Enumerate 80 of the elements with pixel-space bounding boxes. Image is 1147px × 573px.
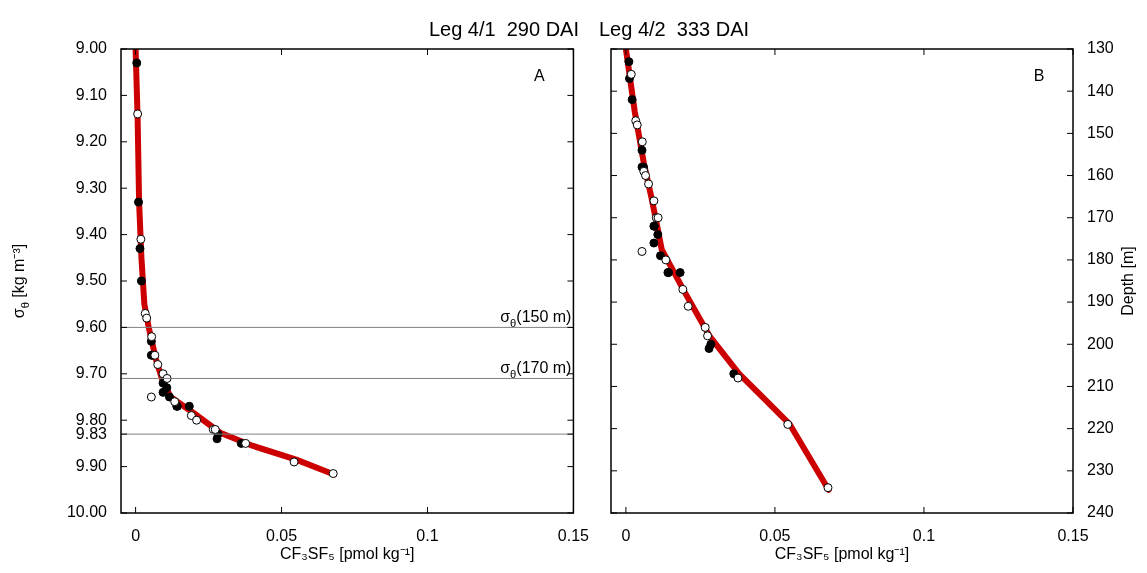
point xyxy=(135,244,145,254)
chart-title: Leg 4/1 290 DAI xyxy=(428,18,579,40)
point xyxy=(136,234,146,244)
point xyxy=(241,438,251,448)
point xyxy=(133,109,143,119)
point xyxy=(700,322,710,332)
point xyxy=(153,360,163,370)
point xyxy=(678,284,688,294)
point xyxy=(649,196,659,206)
point xyxy=(626,69,636,79)
chart-title: Leg 4/2 333 DAI xyxy=(599,18,750,40)
x-tick-label: 0.15 xyxy=(557,527,590,545)
point xyxy=(186,411,196,421)
point xyxy=(653,230,663,240)
point xyxy=(136,276,146,286)
y2-tick-label: 170 xyxy=(1087,208,1114,226)
y2-tick-label: 160 xyxy=(1087,165,1114,183)
point xyxy=(637,246,647,256)
y2-tick-label: 150 xyxy=(1087,123,1114,141)
point xyxy=(783,419,793,429)
x-axis-title: CF₃SF₅ [pmol kg⁻¹] xyxy=(280,545,415,562)
point xyxy=(212,434,222,444)
point xyxy=(184,401,194,411)
x-axis-title: CF₃SF₅ [pmol kg⁻¹] xyxy=(774,545,910,562)
y-tick-label: 9.20 xyxy=(75,132,108,150)
y2-tick-label: 200 xyxy=(1087,334,1114,352)
y-tick-label: 9.30 xyxy=(75,178,108,196)
point xyxy=(134,197,144,207)
annotation: B xyxy=(1033,67,1045,84)
point xyxy=(289,457,299,467)
point xyxy=(624,57,634,67)
y2-axis-title: Depth [m] xyxy=(1119,246,1136,316)
point xyxy=(649,238,659,248)
point xyxy=(641,171,651,181)
point xyxy=(703,331,713,341)
y-tick-label: 9.50 xyxy=(75,271,108,289)
y2-tick-label: 210 xyxy=(1087,376,1114,394)
y2-tick-label: 190 xyxy=(1087,292,1114,310)
point xyxy=(192,415,202,425)
point xyxy=(733,373,743,383)
point xyxy=(632,120,642,130)
point xyxy=(675,268,685,278)
y2-tick-label: 130 xyxy=(1087,39,1114,57)
point xyxy=(132,58,142,68)
point xyxy=(637,137,647,147)
point xyxy=(644,179,654,189)
point xyxy=(328,469,338,479)
y2-tick-label: 240 xyxy=(1087,503,1114,521)
x-tick-label: 0.05 xyxy=(759,527,791,545)
y-axis-title: σθ [kg m⁻³] xyxy=(10,243,31,319)
point xyxy=(704,343,714,353)
point xyxy=(661,255,671,265)
y2-tick-label: 220 xyxy=(1087,419,1114,437)
annotation: A xyxy=(534,67,546,84)
point xyxy=(158,387,168,397)
y-tick-label: 9.00 xyxy=(75,39,108,57)
point xyxy=(147,332,157,342)
y-tick-label: 9.70 xyxy=(75,364,108,382)
y2-tick-label: 140 xyxy=(1087,81,1114,99)
y2-tick-label: 230 xyxy=(1087,461,1114,479)
point xyxy=(142,313,152,323)
x-tick-label: 0.15 xyxy=(1057,527,1089,545)
point xyxy=(683,301,693,311)
y-tick-label: 9.40 xyxy=(75,225,108,243)
x-tick-label: 0.1 xyxy=(912,527,936,545)
point xyxy=(146,392,156,402)
point xyxy=(655,251,665,261)
point xyxy=(823,483,833,493)
point xyxy=(627,95,637,105)
y-tick-label: 9.10 xyxy=(75,85,108,103)
y-tick-label: 10.00 xyxy=(66,503,108,521)
x-tick-label: 0 xyxy=(621,527,631,545)
point xyxy=(637,145,647,155)
y2-tick-label: 180 xyxy=(1087,250,1114,268)
x-tick-label: 0.1 xyxy=(416,527,439,545)
y-tick-label: 9.90 xyxy=(75,457,108,475)
y-tick-label: 9.60 xyxy=(75,317,108,335)
x-tick-label: 0 xyxy=(131,527,141,545)
point xyxy=(170,397,180,407)
x-tick-label: 0.05 xyxy=(265,527,298,545)
